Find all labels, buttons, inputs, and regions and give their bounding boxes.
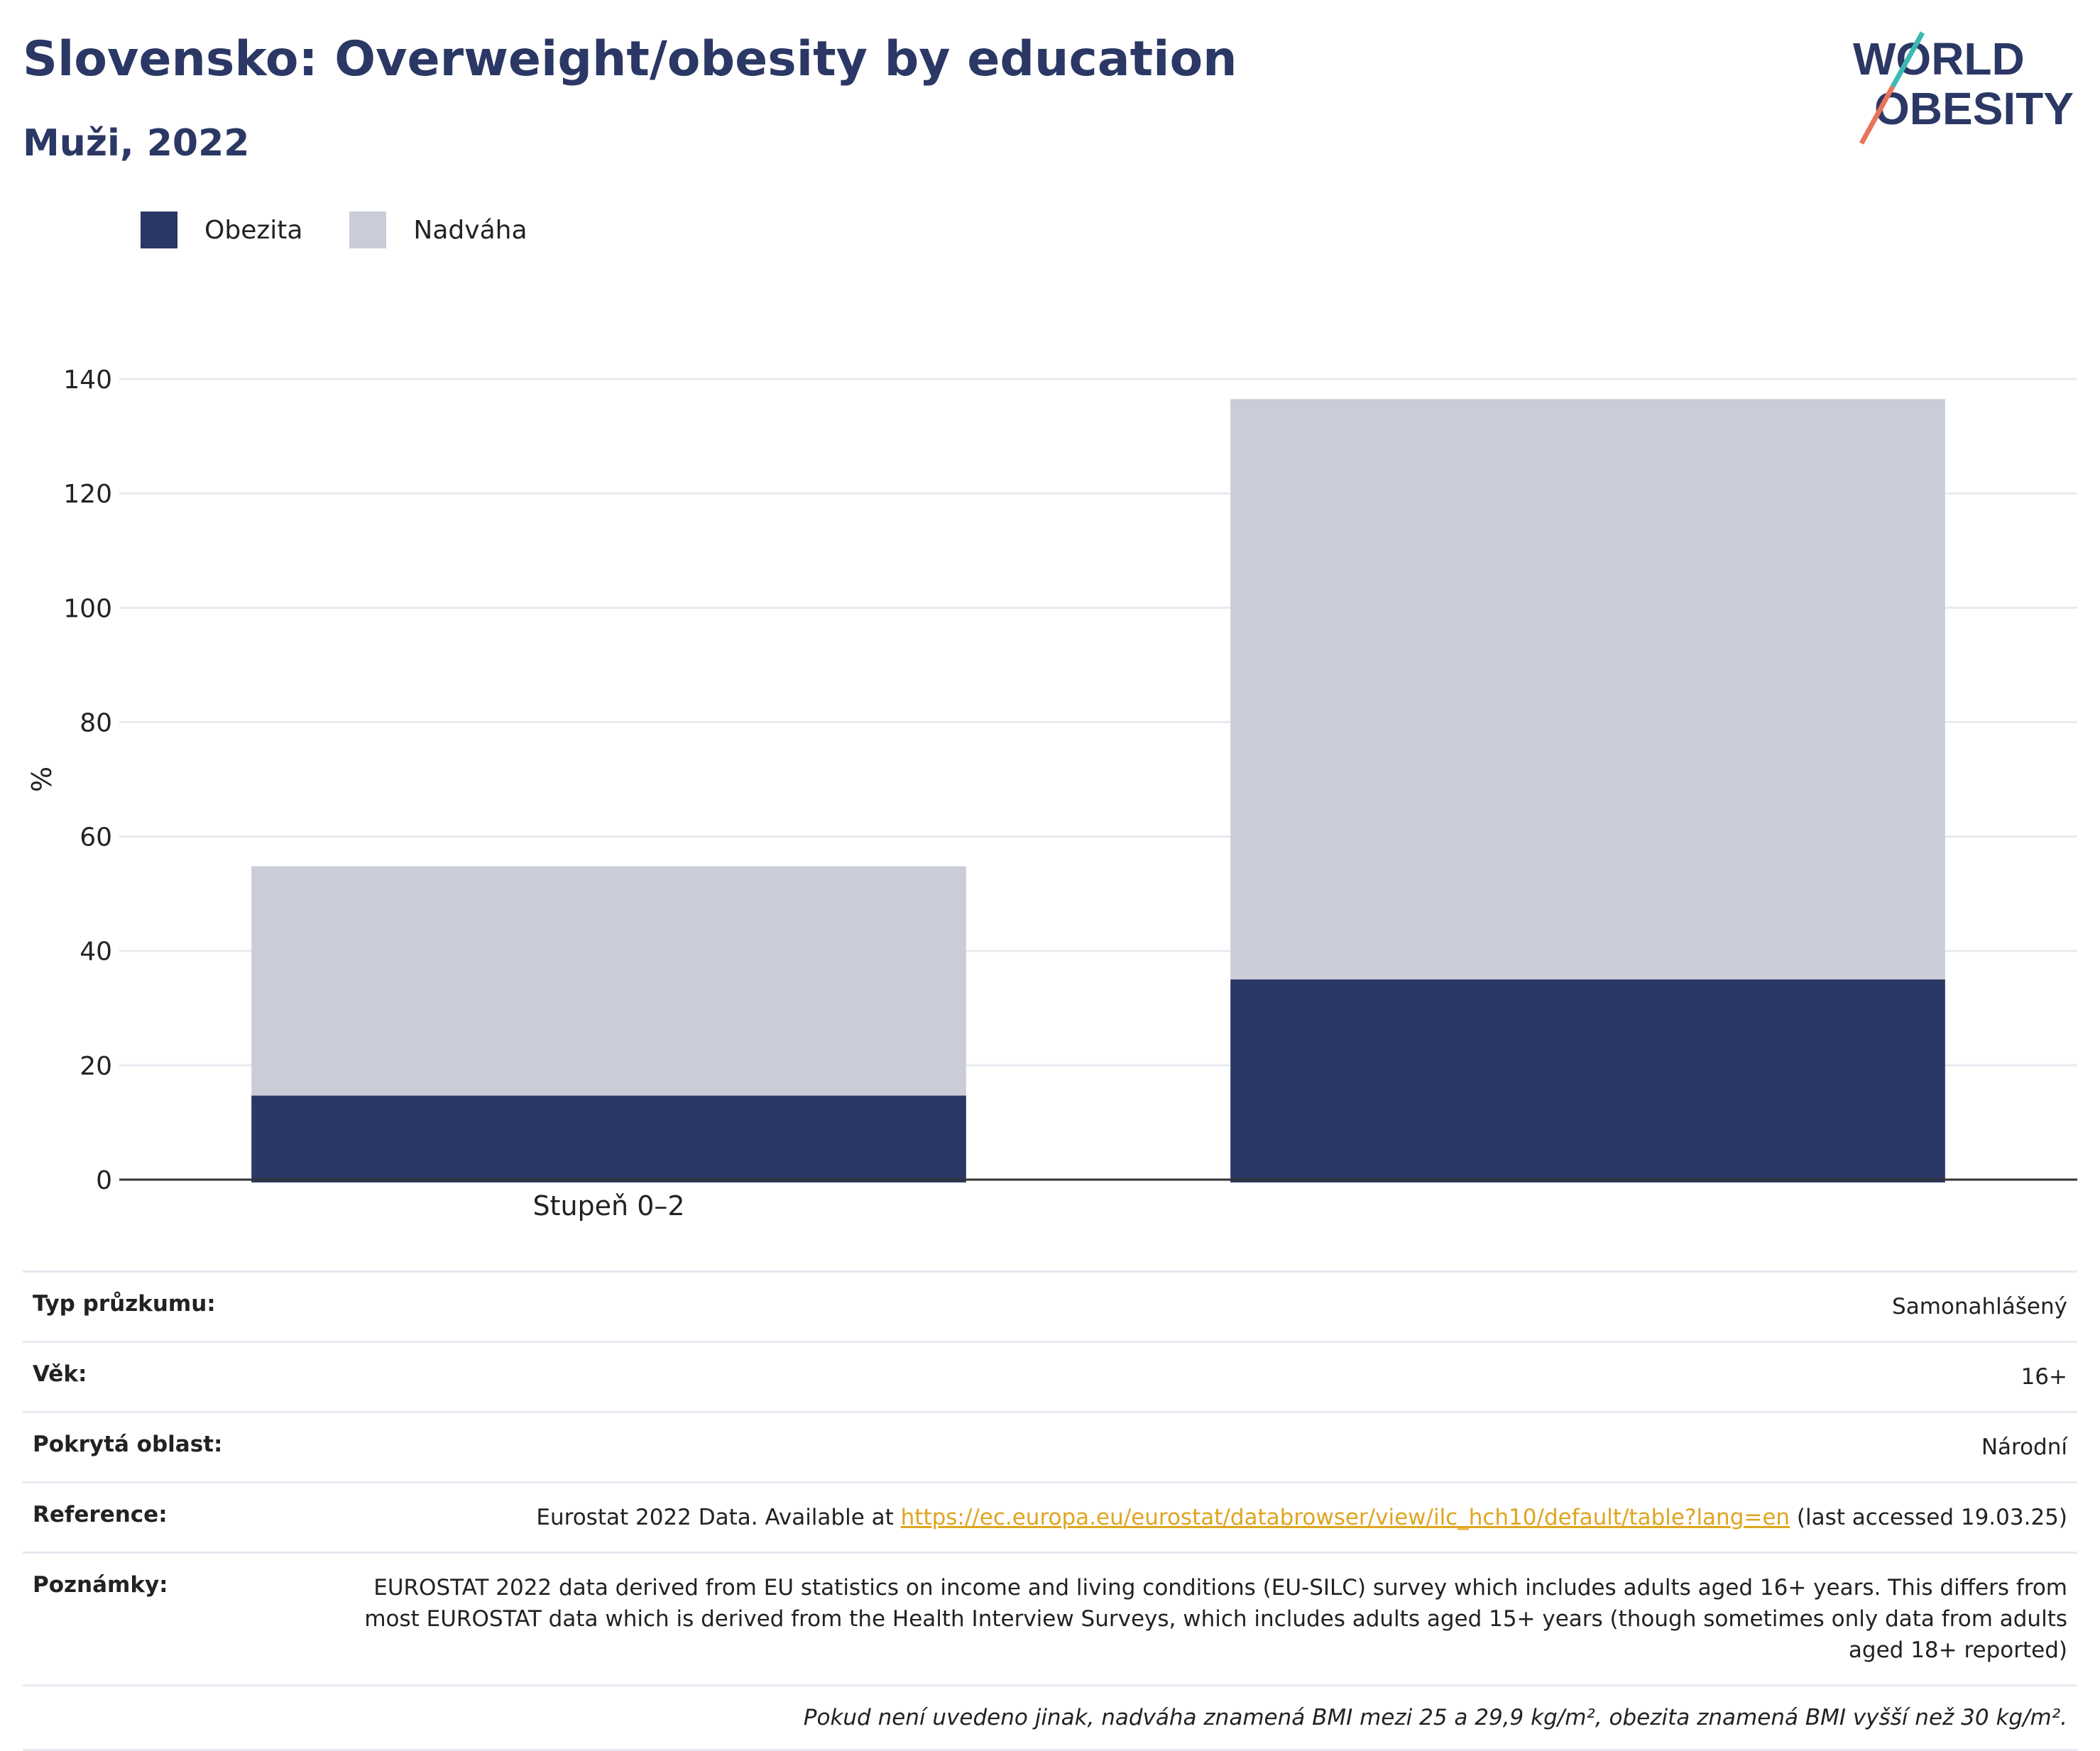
y-tick-label: 140 — [63, 366, 112, 395]
y-tick-label: 120 — [63, 480, 112, 509]
legend-swatch-nadvaha — [349, 212, 387, 248]
reference-prefix: Eurostat 2022 Data. Available at — [536, 1505, 901, 1531]
world-obesity-logo: WORLD OBESITY — [1853, 31, 2074, 145]
age-label: Věk: — [33, 1361, 87, 1388]
notes-label: Poznámky: — [33, 1572, 168, 1598]
footnote: Pokud není uvedeno jinak, nadváha znamen… — [23, 1684, 2077, 1751]
y-tick-label: 80 — [80, 708, 112, 737]
legend-swatch-obezita — [141, 212, 177, 248]
reference-value: Eurostat 2022 Data. Available at https:/… — [536, 1502, 2067, 1533]
y-tick-label: 40 — [80, 938, 112, 967]
legend-label-nadvaha: Nadváha — [413, 215, 527, 245]
info-row-area: Pokrytá oblast: Národní — [23, 1411, 2077, 1481]
y-tick-label: 100 — [63, 594, 112, 623]
y-tick-label: 20 — [80, 1052, 112, 1081]
y-tick-label: 60 — [80, 823, 112, 852]
reference-label: Reference: — [33, 1502, 168, 1528]
bar-segment — [251, 866, 966, 1096]
area-value: Národní — [1981, 1434, 2067, 1461]
area-label: Pokrytá oblast: — [33, 1432, 223, 1458]
legend-item-nadvaha[interactable]: Nadváha — [349, 212, 527, 248]
logo-text-obesity: OBESITY — [1874, 83, 2074, 134]
y-tick-label: 0 — [96, 1166, 112, 1195]
x-tick-label: Stupeň 0–2 — [532, 1190, 684, 1222]
page-subtitle: Muži, 2022 — [23, 122, 250, 165]
bar-segment — [1230, 399, 1945, 979]
legend-label-obezita: Obezita — [204, 215, 303, 245]
notes-value: EUROSTAT 2022 data derived from EU stati… — [364, 1575, 2067, 1664]
chart-legend: Obezita Nadváha — [141, 212, 574, 248]
y-axis-label: % — [26, 767, 58, 792]
bar-segment — [1230, 979, 1945, 1182]
page-title: Slovensko: Overweight/obesity by educati… — [23, 31, 1237, 87]
logo-slash-teal — [1890, 31, 1925, 88]
info-row-survey-type: Typ průzkumu: Samonahlášený — [23, 1270, 2077, 1341]
info-table: Typ průzkumu: Samonahlášený Věk: 16+ Pok… — [23, 1270, 2077, 1751]
legend-item-obezita[interactable]: Obezita — [141, 212, 302, 248]
info-row-reference: Reference: Eurostat 2022 Data. Available… — [23, 1481, 2077, 1552]
stacked-bar-chart: 0 20 40 60 80 100 120 140% Stupeň 0–2 — [26, 366, 2077, 1222]
age-value: 16+ — [2020, 1364, 2067, 1390]
logo-slash-red — [1859, 85, 1896, 145]
info-row-notes: Poznámky: EUROSTAT 2022 data derived fro… — [23, 1552, 2077, 1684]
bar-segment — [251, 1095, 966, 1182]
survey-type-label: Typ průzkumu: — [33, 1291, 216, 1317]
reference-link[interactable]: https://ec.europa.eu/eurostat/databrowse… — [900, 1505, 1790, 1531]
reference-suffix: (last accessed 19.03.25) — [1790, 1505, 2067, 1531]
info-row-age: Věk: 16+ — [23, 1341, 2077, 1411]
survey-type-value: Samonahlášený — [1892, 1294, 2067, 1319]
logo-text-world: WORLD — [1853, 33, 2025, 84]
